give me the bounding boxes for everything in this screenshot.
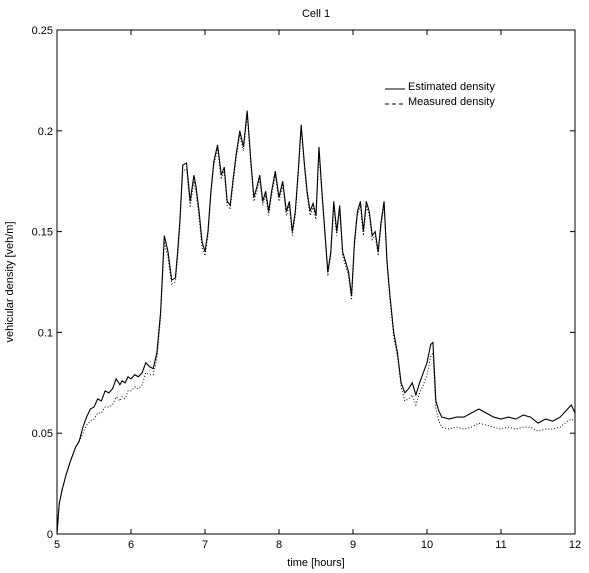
legend: Estimated density Measured density: [385, 81, 495, 108]
x-tick-label: 10: [421, 539, 433, 551]
series-line-estimated: [56, 110, 576, 535]
legend-label-estimated: Estimated density: [408, 81, 495, 93]
x-tick-label: 9: [350, 539, 356, 551]
x-tick-label: 8: [276, 539, 282, 551]
x-tick-label: 7: [202, 539, 208, 551]
x-tick-label: 6: [128, 539, 134, 551]
y-tick-label: 0.05: [32, 428, 53, 440]
plot-frame: [56, 29, 576, 535]
y-tick-label: 0.25: [32, 25, 53, 37]
y-tick-label: 0.1: [38, 327, 53, 339]
legend-label-measured: Measured density: [408, 96, 495, 108]
x-tick-label: 5: [54, 539, 60, 551]
y-tick-label: 0.15: [32, 227, 53, 239]
series-line-measured: [56, 114, 576, 535]
y-tick-label: 0: [47, 529, 53, 541]
x-tick-label: 11: [495, 539, 506, 551]
x-axis-title: time [hours]: [287, 557, 344, 569]
x-tick-label: 12: [569, 539, 581, 551]
y-tick-label: 0.2: [38, 126, 53, 138]
chart-title: Cell 1: [302, 8, 330, 20]
y-axis-title: vehicular density [veh/m]: [4, 221, 16, 342]
